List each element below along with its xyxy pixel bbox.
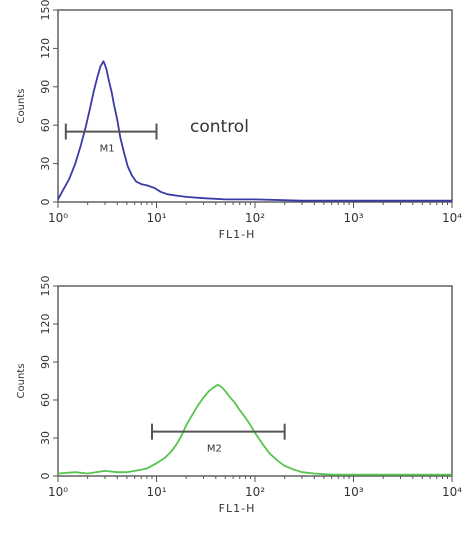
y-tick-label: 60 bbox=[39, 118, 52, 132]
y-tick-label: 90 bbox=[39, 355, 52, 369]
x-axis-label: FL1-H bbox=[219, 502, 256, 515]
x-tick-label: 10⁰ bbox=[48, 211, 68, 225]
y-tick-label: 120 bbox=[39, 314, 52, 335]
y-tick-label: 150 bbox=[39, 276, 52, 297]
y-tick-label: 30 bbox=[39, 431, 52, 445]
x-tick-label: 10³ bbox=[343, 211, 363, 225]
x-tick-label: 10¹ bbox=[146, 485, 166, 499]
x-axis-label: FL1-H bbox=[219, 228, 256, 241]
x-tick-label: 10⁴ bbox=[442, 211, 462, 225]
histogram-series-line bbox=[57, 60, 452, 202]
x-tick-label: 10³ bbox=[343, 485, 363, 499]
y-tick-label: 90 bbox=[39, 80, 52, 94]
x-tick-label: 10⁴ bbox=[442, 485, 462, 499]
x-tick-label: 10² bbox=[245, 485, 265, 499]
histogram-series-line bbox=[57, 383, 452, 476]
y-tick-label: 0 bbox=[39, 199, 52, 206]
y-axis-label: Counts bbox=[16, 89, 27, 124]
y-tick-label: 150 bbox=[39, 0, 52, 21]
gate-label: M2 bbox=[207, 444, 222, 455]
x-tick-label: 10² bbox=[245, 211, 265, 225]
plot-frame bbox=[57, 9, 453, 203]
x-tick-label: 10¹ bbox=[146, 211, 166, 225]
x-tick-label: 10⁰ bbox=[48, 485, 68, 499]
y-tick-label: 120 bbox=[39, 38, 52, 59]
y-tick-label: 0 bbox=[39, 473, 52, 480]
y-tick-label: 30 bbox=[39, 157, 52, 171]
y-axis-label: Counts bbox=[16, 364, 27, 399]
sample-histogram-panel: 0 30 60 90 120 150 Counts 10⁰ 10¹ 10² 10³ 10⁴ FL1-H M… bbox=[16, 276, 462, 516]
control-histogram-panel: 0 30 60 90 120 150 Counts 10⁰ 10¹ 10² 10³ 10⁴ FL1-H M… bbox=[16, 0, 462, 241]
plot-frame bbox=[57, 285, 453, 477]
y-tick-label: 60 bbox=[39, 393, 52, 407]
gate-label: M1 bbox=[100, 144, 115, 155]
annotation-label: control bbox=[190, 117, 249, 137]
